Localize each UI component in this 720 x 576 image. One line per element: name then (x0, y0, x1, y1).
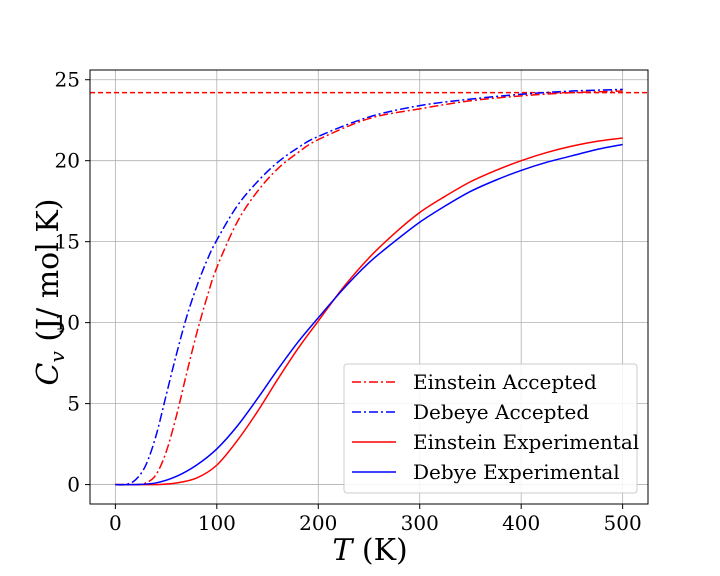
x-tick-label: 400 (502, 511, 540, 535)
legend: Einstein Accepted Debeye Accepted Einstein… (343, 363, 639, 494)
y-tick-label: 15 (55, 230, 80, 254)
x-tick-label: 0 (109, 511, 122, 535)
legend-label-debye-experimental: Debye Experimental (413, 460, 620, 484)
svg-text:Cv (J/ mol K): Cv (J/ mol K) (31, 199, 69, 386)
y-tick-label: 0 (67, 473, 80, 497)
series-line-einstein-experimental (115, 137, 623, 486)
x-axis-title: T (K) (332, 533, 407, 568)
y-tick-label: 20 (55, 149, 80, 173)
series-lines (115, 88, 623, 486)
x-tick-label: 200 (299, 511, 337, 535)
y-tick-label: 5 (67, 392, 80, 416)
legend-label-einstein-accepted: Einstein Accepted (413, 370, 597, 394)
y-axis-title: Cv (J/ mol K) (31, 199, 69, 386)
legend-label-einstein-experimental: Einstein Experimental (413, 430, 639, 454)
legend-box (343, 363, 638, 494)
y-tick-label: 10 (55, 311, 80, 335)
y-tick-label: 25 (55, 68, 80, 92)
plot-frame (89, 69, 649, 505)
x-tick-label: 500 (604, 511, 642, 535)
legend-label-debeye-accepted: Debeye Accepted (413, 400, 589, 424)
series-line-debeye-accepted (115, 88, 623, 486)
x-tick-label: 300 (401, 511, 439, 535)
series-line-einstein-accepted (115, 90, 623, 486)
x-tick-label: 100 (198, 511, 236, 535)
axis-ticks: 0 100 200 300 400 500 0 5 10 15 20 25 (55, 68, 642, 535)
series-line-debye-experimental (115, 143, 623, 486)
grid-lines (90, 70, 648, 504)
